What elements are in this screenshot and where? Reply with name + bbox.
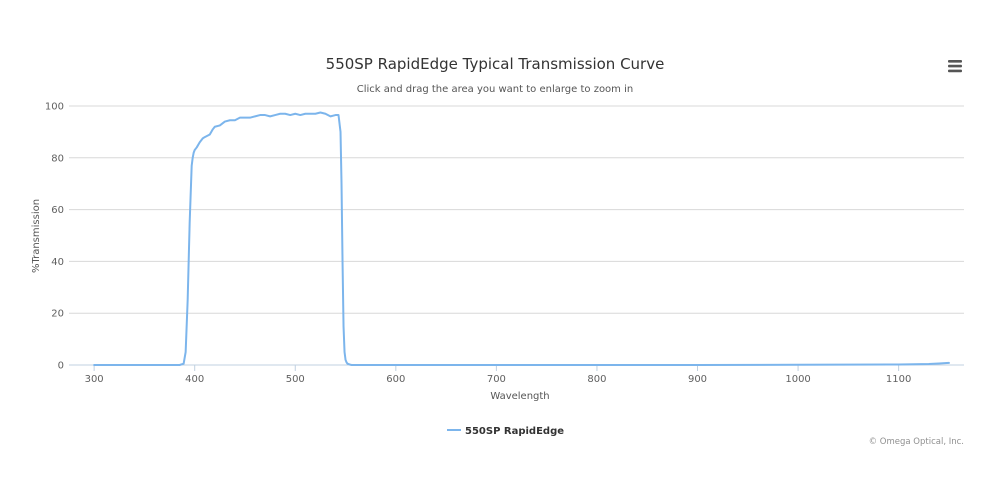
y-tick-label: 100 <box>45 102 64 113</box>
x-tick-label: 400 <box>185 374 204 385</box>
x-tick-label: 600 <box>386 374 405 385</box>
y-tick-label: 20 <box>51 309 64 320</box>
y-tick-label: 40 <box>51 257 64 268</box>
x-tick-label: 1000 <box>785 374 810 385</box>
x-tick-label: 800 <box>587 374 606 385</box>
hamburger-menu-icon[interactable] <box>943 55 967 77</box>
chart-subtitle: Click and drag the area you want to enla… <box>357 84 633 95</box>
chart-title: 550SP RapidEdge Typical Transmission Cur… <box>326 55 665 73</box>
series-layer[interactable] <box>93 111 950 366</box>
x-tick-label: 300 <box>85 374 104 385</box>
y-tick-label: 60 <box>51 205 64 216</box>
x-axis-title: Wavelength <box>490 391 549 402</box>
x-tick-label: 900 <box>688 374 707 385</box>
y-axis-title: %Transmission <box>31 199 42 273</box>
legend[interactable]: 550SP RapidEdge <box>447 426 564 437</box>
credits[interactable]: © Omega Optical, Inc. <box>869 437 964 447</box>
x-tick-label: 500 <box>286 374 305 385</box>
y-axis: 0 20 40 60 80 100 <box>45 102 64 372</box>
y-tick-label: 0 <box>58 361 64 372</box>
grid-lines <box>69 105 964 314</box>
x-tick-label: 700 <box>487 374 506 385</box>
legend-label[interactable]: 550SP RapidEdge <box>465 426 564 437</box>
x-tick-label: 1100 <box>886 374 911 385</box>
y-tick-label: 80 <box>51 153 64 164</box>
series-line[interactable] <box>93 111 950 366</box>
